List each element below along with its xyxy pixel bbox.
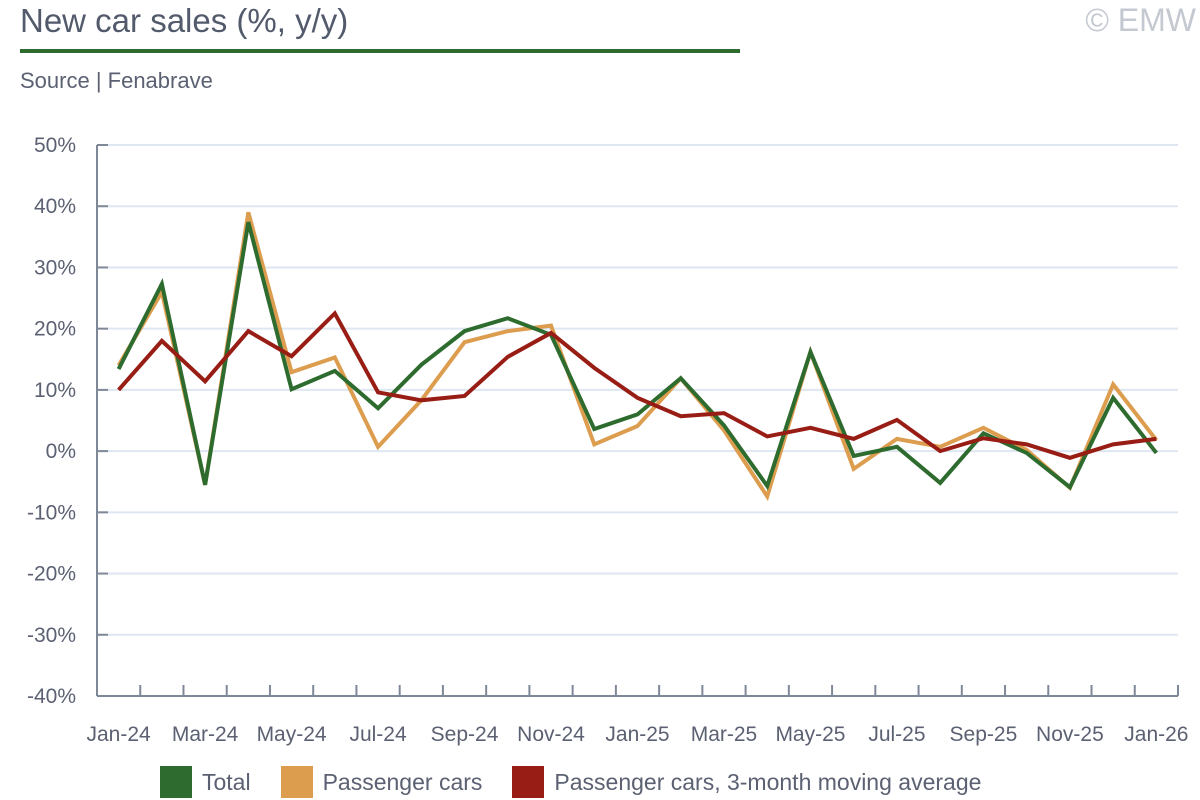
y-tick-label: -30% <box>27 624 76 647</box>
x-tick-label: Jan-26 <box>1124 723 1188 746</box>
series-line-1 <box>116 211 1158 502</box>
chart-title: New car sales (%, y/y) <box>20 2 349 39</box>
legend-item: Passenger cars <box>280 766 483 798</box>
y-tick-label: 20% <box>34 318 76 341</box>
x-tick-label: Jan-24 <box>87 723 152 746</box>
copyright-label: © EMW <box>1085 2 1196 38</box>
legend-item: Total <box>160 766 251 798</box>
y-tick-label: -10% <box>27 501 76 524</box>
y-tick-label: -20% <box>27 563 76 586</box>
legend-swatch <box>280 766 313 798</box>
y-tick-label: 40% <box>34 195 76 218</box>
y-tick-label: -40% <box>27 685 76 708</box>
legend-swatch <box>512 766 545 798</box>
y-tick-label: 30% <box>34 256 76 279</box>
series-line-2 <box>117 310 1157 460</box>
legend-label: Passenger cars <box>322 768 483 795</box>
x-tick-label: Nov-25 <box>1036 723 1104 746</box>
x-tick-label: Jan-25 <box>605 723 669 746</box>
source-label: Source | Fenabrave <box>20 68 213 93</box>
y-tick-label: 50% <box>34 134 76 157</box>
legend-swatch <box>160 766 192 798</box>
title-underline <box>20 49 740 53</box>
x-tick-label: Mar-25 <box>691 723 758 746</box>
x-tick-label: May-25 <box>775 723 845 746</box>
legend: Total Passenger cars Passenger cars, 3-mon… <box>160 766 1011 798</box>
x-tick-label: Sep-24 <box>431 723 499 746</box>
x-tick-label: Mar-24 <box>172 723 239 746</box>
y-tick-label: 0% <box>46 440 76 463</box>
legend-label: Passenger cars, 3-month moving average <box>554 768 982 795</box>
legend-label: Total <box>202 768 251 795</box>
y-tick-label: 10% <box>34 379 76 402</box>
x-tick-label: Nov-24 <box>517 723 585 746</box>
x-tick-label: May-24 <box>257 723 327 746</box>
series-line-0 <box>116 221 1158 491</box>
legend-item: Passenger cars, 3-month moving average <box>512 766 981 798</box>
x-tick-label: Jul-25 <box>868 723 925 746</box>
x-tick-label: Jul-24 <box>349 723 407 746</box>
x-tick-label: Sep-25 <box>950 723 1018 746</box>
